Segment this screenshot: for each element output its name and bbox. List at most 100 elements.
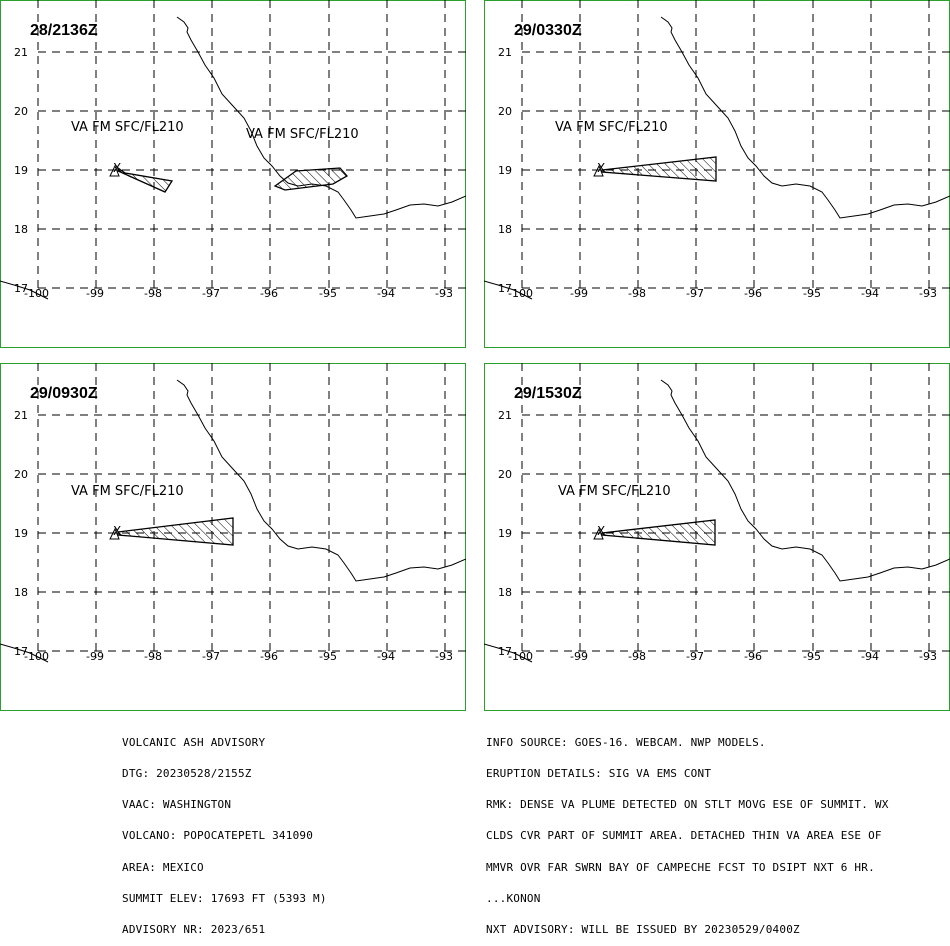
plume-altitude-label: VA FM SFC/FL210 bbox=[246, 127, 359, 142]
svg-text:X: X bbox=[113, 524, 121, 538]
svg-text:21: 21 bbox=[498, 409, 512, 422]
svg-text:-93: -93 bbox=[919, 650, 937, 663]
svg-text:-100: -100 bbox=[24, 650, 49, 663]
volcano-marker: X bbox=[109, 524, 121, 540]
svg-text:-98: -98 bbox=[144, 650, 162, 663]
coastline-southwest bbox=[484, 643, 533, 663]
svg-text:-99: -99 bbox=[86, 650, 104, 663]
svg-text:21: 21 bbox=[14, 46, 28, 59]
svg-text:20: 20 bbox=[14, 468, 28, 481]
svg-text:-95: -95 bbox=[803, 287, 821, 300]
svg-text:X: X bbox=[597, 161, 605, 175]
svg-text:-96: -96 bbox=[260, 287, 278, 300]
plume-altitude-label: VA FM SFC/FL210 bbox=[555, 120, 668, 135]
advisory-line: ERUPTION DETAILS: SIG VA EMS CONT bbox=[486, 767, 712, 781]
svg-text:21: 21 bbox=[498, 46, 512, 59]
svg-text:-97: -97 bbox=[202, 650, 220, 663]
coastline-southwest bbox=[0, 280, 49, 300]
svg-text:X: X bbox=[597, 524, 605, 538]
advisory-line: VOLCANO: POPOCATEPETL 341090 bbox=[122, 829, 314, 843]
grid-lines bbox=[521, 0, 950, 295]
svg-text:19: 19 bbox=[498, 527, 512, 540]
svg-text:-94: -94 bbox=[861, 650, 879, 663]
svg-text:20: 20 bbox=[498, 105, 512, 118]
volcano-marker: X bbox=[593, 524, 605, 540]
ash-plume-area bbox=[601, 519, 716, 546]
volcano-marker: X bbox=[593, 161, 605, 177]
latitude-labels: 21 20 19 18 17 bbox=[498, 46, 512, 295]
svg-text:19: 19 bbox=[14, 527, 28, 540]
valid-time: 28/2136Z bbox=[30, 22, 98, 39]
svg-text:-99: -99 bbox=[570, 650, 588, 663]
svg-text:-99: -99 bbox=[86, 287, 104, 300]
svg-text:-95: -95 bbox=[803, 650, 821, 663]
svg-text:-100: -100 bbox=[24, 287, 49, 300]
advisory-line: SUMMIT ELEV: 17693 FT (5393 M) bbox=[122, 891, 327, 905]
svg-text:17: 17 bbox=[14, 645, 28, 658]
svg-text:21: 21 bbox=[14, 409, 28, 422]
longitude-labels: -100 -99 -98 -97 -96 -95 -94 -93 bbox=[508, 287, 937, 300]
panel-frame bbox=[484, 363, 950, 711]
svg-text:19: 19 bbox=[498, 164, 512, 177]
plume-altitude-label: VA FM SFC/FL210 bbox=[558, 484, 671, 499]
svg-text:-96: -96 bbox=[260, 650, 278, 663]
svg-text:19: 19 bbox=[14, 164, 28, 177]
advisory-header-block: VOLCANIC ASH ADVISORY DTG: 20230528/2155… bbox=[122, 717, 327, 946]
svg-text:-96: -96 bbox=[744, 650, 762, 663]
svg-text:-98: -98 bbox=[144, 287, 162, 300]
advisory-line: MMVR OVR FAR SWRN BAY OF CAMPECHE FCST T… bbox=[486, 860, 875, 874]
svg-text:-96: -96 bbox=[744, 287, 762, 300]
coastline bbox=[176, 379, 466, 582]
grid-lines bbox=[37, 0, 466, 295]
longitude-labels: -100 -99 -98 -97 -96 -95 -94 -93 bbox=[24, 287, 453, 300]
coastline bbox=[660, 16, 950, 219]
longitude-labels: -100 -99 -98 -97 -96 -95 -94 -93 bbox=[508, 650, 937, 663]
panel-frame bbox=[0, 0, 466, 348]
advisory-line: CLDS CVR PART OF SUMMIT AREA. DETACHED T… bbox=[486, 829, 882, 843]
svg-text:-94: -94 bbox=[861, 287, 879, 300]
svg-text:X: X bbox=[113, 161, 121, 175]
svg-text:-95: -95 bbox=[319, 287, 337, 300]
svg-text:-93: -93 bbox=[435, 650, 453, 663]
plume-altitude-label: VA FM SFC/FL210 bbox=[71, 484, 184, 499]
ash-plume-area bbox=[601, 156, 717, 182]
svg-text:18: 18 bbox=[14, 586, 28, 599]
volcano-marker: X bbox=[109, 161, 121, 177]
ash-plume-area bbox=[117, 166, 349, 193]
ash-plume-area bbox=[117, 517, 234, 546]
svg-text:-95: -95 bbox=[319, 650, 337, 663]
advisory-line: RMK: DENSE VA PLUME DETECTED ON STLT MOV… bbox=[486, 798, 889, 812]
advisory-line: VAAC: WASHINGTON bbox=[122, 798, 232, 812]
svg-text:-98: -98 bbox=[628, 650, 646, 663]
valid-time: 29/1530Z bbox=[514, 385, 582, 402]
svg-text:-94: -94 bbox=[377, 650, 395, 663]
svg-text:-100: -100 bbox=[508, 287, 533, 300]
latitude-labels: 21 20 19 18 17 bbox=[14, 409, 28, 658]
advisory-line: NXT ADVISORY: WILL BE ISSUED BY 20230529… bbox=[486, 923, 800, 937]
valid-time: 29/0930Z bbox=[30, 385, 98, 402]
coastline bbox=[660, 379, 950, 582]
advisory-line: AREA: MEXICO bbox=[122, 860, 204, 874]
svg-text:20: 20 bbox=[498, 468, 512, 481]
svg-text:-93: -93 bbox=[435, 287, 453, 300]
advisory-line: INFO SOURCE: GOES-16. WEBCAM. NWP MODELS… bbox=[486, 735, 766, 749]
svg-text:-94: -94 bbox=[377, 287, 395, 300]
svg-text:18: 18 bbox=[498, 586, 512, 599]
coastline-southwest bbox=[484, 280, 533, 300]
advisory-line: ...KONON bbox=[486, 891, 541, 905]
latitude-labels: 21 20 19 18 17 bbox=[498, 409, 512, 658]
svg-text:-97: -97 bbox=[202, 287, 220, 300]
svg-text:18: 18 bbox=[14, 223, 28, 236]
svg-text:17: 17 bbox=[14, 282, 28, 295]
latitude-labels: 21 20 19 18 17 bbox=[14, 46, 28, 295]
forecast-panel-3: X 29/0930Z VA FM SFC/FL210 21 20 19 18 1… bbox=[0, 363, 466, 711]
grid-lines bbox=[37, 363, 466, 658]
grid-lines bbox=[521, 363, 950, 658]
forecast-panel-2: X 29/0330Z VA FM SFC/FL210 21 20 19 18 1… bbox=[484, 0, 950, 348]
svg-text:18: 18 bbox=[498, 223, 512, 236]
coastline-southwest bbox=[0, 643, 49, 663]
svg-text:-98: -98 bbox=[628, 287, 646, 300]
plume-altitude-label: VA FM SFC/FL210 bbox=[71, 120, 184, 135]
advisory-line: DTG: 20230528/2155Z bbox=[122, 767, 252, 781]
advisory-line: VOLCANIC ASH ADVISORY bbox=[122, 735, 266, 749]
